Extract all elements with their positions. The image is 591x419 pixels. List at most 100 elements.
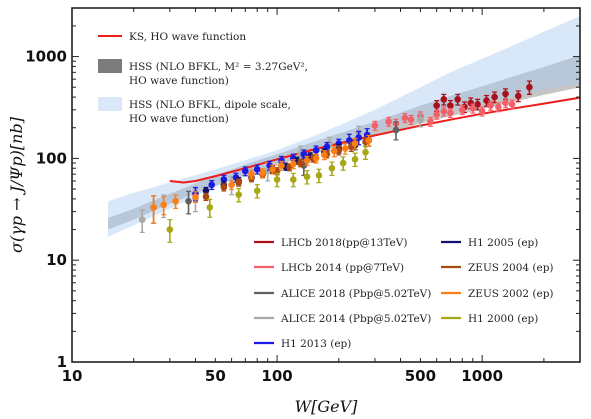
data-point [508,100,516,108]
plot-frame [71,7,581,363]
y-axis-label: σ(γp → J/Ψp)[nb] [7,116,26,253]
data-point [220,183,228,191]
data-point [478,108,486,115]
data-point [185,197,192,205]
legend-label: HSS (NLO BFKL, dipole scale, [129,99,291,111]
x-tick-label: 10 [62,367,83,385]
data-point [228,181,235,189]
data-point [502,99,509,107]
x-tick-label: 50 [205,367,226,385]
data-point [172,197,179,205]
legend-label: ALICE 2018 (Pbp@5.02TeV) [280,288,431,300]
data-point [248,170,255,178]
theory-band [108,16,580,237]
legend-label: ZEUS 2002 (ep) [468,288,554,300]
y-tick-label: 100 [36,149,67,167]
data-point [303,157,311,164]
data-point [474,100,481,108]
data-point [447,109,454,117]
legend-swatch [98,59,122,73]
data-point [495,103,502,111]
data-point [427,118,434,125]
data-point [502,90,509,98]
legend-label: ZEUS 2004 (ep) [468,262,554,274]
data-point [458,106,466,114]
data-point [433,102,440,109]
legend-label: H1 2005 (ep) [468,237,538,249]
data-point [278,157,285,164]
data-legend: LHCb 2018(pp@13TeV) LHCb 2014 (pp@7TeV) AL… [254,237,554,350]
data-point [362,148,369,156]
legend-label: KS, HO wave function [129,31,246,43]
legend-label: HSS (NLO BFKL, M² = 3.27GeV², [129,61,308,73]
x-tick-label: 100 [261,367,292,385]
data-point [138,216,146,223]
data-point [242,167,249,175]
legend-swatch [98,97,122,111]
data-point [315,172,323,179]
data-point [290,176,297,183]
data-point [273,176,281,183]
theory-legend: KS, HO wave function HSS (NLO BFKL, M² = … [98,31,308,125]
data-point [335,140,343,147]
data-point [392,126,400,134]
x-axis-label: W[GeV] [295,397,358,416]
data-point [278,162,285,169]
data-point [235,179,243,186]
data-point [351,155,359,163]
data-point [160,201,168,209]
legend-label: LHCb 2014 (pp@7TeV) [281,262,404,274]
data-point [312,147,320,154]
legend-label: ALICE 2014 (Pbp@5.02TeV) [280,313,431,325]
data-point [433,111,440,118]
data-point [208,181,216,189]
data-point [253,166,261,173]
data-point [297,159,304,167]
data-point [341,145,349,152]
data-point [235,191,243,198]
data-point [202,193,210,201]
data-point [469,105,477,112]
legend-label: LHCb 2018(pp@13TeV) [281,237,407,249]
data-point [259,169,266,177]
data-point [192,193,199,201]
data-point [526,83,533,91]
legend-label: HO wave function) [129,75,229,87]
data-point [321,151,328,159]
data-point [417,116,424,123]
data-point [328,164,336,172]
data-point [330,147,338,155]
theory-bands [108,16,580,237]
data-point [401,114,409,122]
data-point [440,108,448,115]
data-point [487,102,494,109]
data-point [351,140,359,147]
legend-label: H1 2000 (ep) [468,313,538,325]
data-point [150,204,157,211]
data-point [491,93,498,101]
x-tick-label: 1000 [461,367,503,385]
data-point [300,150,308,158]
data-points [138,80,533,243]
data-point [253,187,261,195]
legend-label: H1 2013 (ep) [281,338,351,350]
data-point [447,102,454,109]
legend-label: HO wave function) [129,113,229,125]
data-point [355,134,362,141]
data-point [290,160,297,168]
data-point [206,204,214,211]
data-point [365,137,373,144]
y-tick-label: 1 [57,353,67,371]
data-point [166,226,174,233]
data-point [202,187,210,195]
data-point [312,155,320,162]
y-tick-label: 1000 [25,48,67,66]
data-point [371,122,379,129]
data-point [440,96,448,103]
data-point [303,173,311,181]
data-point [385,118,392,125]
data-point [339,159,347,167]
data-point [483,97,490,104]
